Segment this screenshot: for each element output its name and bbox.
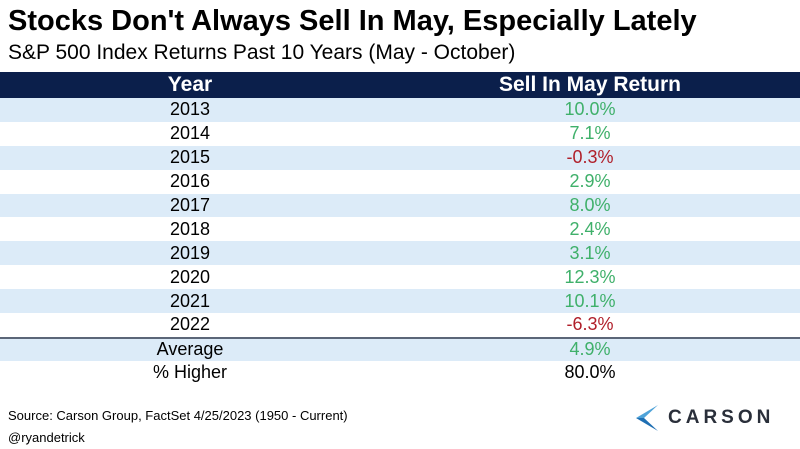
table-row: 2017 8.0% [0, 193, 800, 218]
year-cell: 2018 [169, 218, 211, 239]
column-header-year: Year [167, 73, 213, 96]
return-cell: 8.0% [569, 195, 611, 215]
return-cell: -0.3% [566, 147, 614, 168]
carson-logo: CARSON [636, 405, 774, 431]
year-cell: 2019 [169, 242, 211, 263]
year-cell: 2013 [169, 99, 211, 120]
carson-logo-icon [636, 405, 658, 431]
table-summary: Average 4.9% % Higher 80.0% [0, 336, 800, 385]
table-row: 2014 7.1% [0, 122, 800, 146]
year-cell: 2022 [169, 314, 211, 335]
year-cell: 2021 [169, 290, 211, 311]
return-cell: 2.4% [569, 218, 611, 239]
table-row: 2022 -6.3% [0, 313, 800, 337]
table-row: 2013 10.0% [0, 98, 800, 122]
summary-label: % Higher [152, 362, 228, 383]
table-row: 2018 2.4% [0, 217, 800, 241]
returns-table: Year Sell In May Return 2013 10.0% 2014 7.1… [0, 72, 800, 385]
page-title: Stocks Don't Always Sell In May, Especia… [8, 5, 697, 37]
return-cell: 7.1% [569, 123, 611, 144]
summary-label: Average [156, 339, 224, 360]
table-body: 2013 10.0% 2014 7.1% 2015 -0.3% 2016 2.9% 2017 8.… [0, 98, 800, 337]
logo-text: CARSON [668, 407, 775, 428]
summary-row: % Higher 80.0% [0, 361, 800, 385]
year-cell: 2017 [169, 195, 211, 215]
return-cell: 3.1% [569, 242, 611, 263]
table-row: 2015 -0.3% [0, 145, 800, 170]
year-cell: 2015 [169, 147, 211, 168]
column-header-return: Sell In May Return [498, 73, 682, 96]
summary-value: 4.9% [569, 339, 611, 360]
table-row: 2021 10.1% [0, 289, 800, 314]
return-cell: 10.0% [564, 99, 616, 120]
author-handle: @ryandetrick [8, 430, 85, 445]
year-cell: 2020 [169, 266, 211, 287]
summary-row: Average 4.9% [0, 336, 800, 361]
table-row: 2019 3.1% [0, 241, 800, 266]
page-subtitle: S&P 500 Index Returns Past 10 Years (May… [8, 41, 516, 64]
summary-value: 80.0% [564, 362, 616, 383]
year-cell: 2016 [169, 171, 211, 192]
table-row: 2020 12.3% [0, 265, 800, 289]
table-row: 2016 2.9% [0, 170, 800, 194]
return-cell: 2.9% [569, 171, 611, 192]
return-cell: 10.1% [564, 290, 616, 311]
year-cell: 2014 [169, 123, 211, 144]
table-header-row: Year Sell In May Return [0, 72, 800, 98]
return-cell: -6.3% [566, 314, 614, 335]
source-note: Source: Carson Group, FactSet 4/25/2023 … [8, 408, 348, 423]
return-cell: 12.3% [564, 266, 616, 287]
